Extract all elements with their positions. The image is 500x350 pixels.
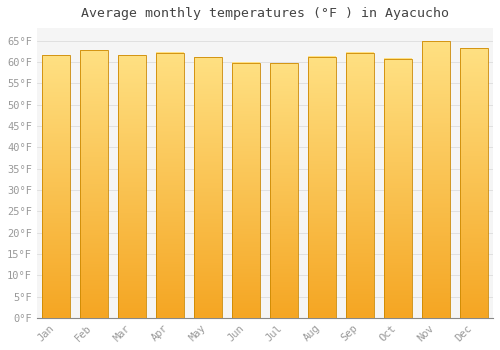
Bar (460, 48, 487, 318)
Bar (194, 57, 222, 318)
Bar (384, 59, 411, 318)
Title: Average monthly temperatures (°F ) in Ayacucho: Average monthly temperatures (°F ) in Ay… (81, 7, 449, 20)
Bar (308, 57, 336, 318)
Bar (80, 50, 108, 318)
Bar (42, 55, 70, 318)
Bar (422, 41, 450, 318)
Bar (118, 55, 146, 318)
Bar (346, 53, 374, 318)
Bar (156, 53, 184, 318)
Bar (232, 63, 260, 318)
Bar (270, 63, 297, 318)
